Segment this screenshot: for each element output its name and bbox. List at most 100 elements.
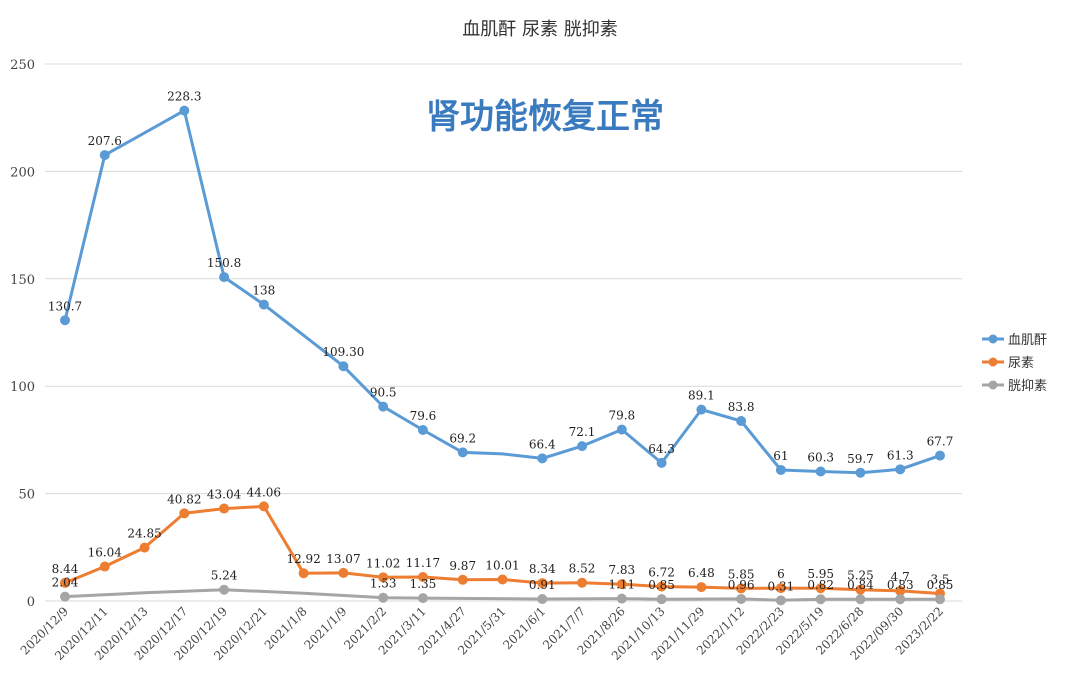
series-2: 2.04 5.24 1.53 1.35 0.91 1.11 0.85 0.96 0.31 0.82… <box>52 569 954 606</box>
data-label: 1.11 <box>608 578 635 592</box>
data-point <box>298 568 309 579</box>
y-tick-label: 0 <box>27 595 35 610</box>
data-label: 16.04 <box>88 546 123 560</box>
legend-entry: 血肌酐 <box>1008 333 1047 348</box>
data-point <box>775 595 786 606</box>
data-label: 79.6 <box>410 409 437 423</box>
data-label: 9.87 <box>449 559 476 573</box>
data-point <box>378 572 389 583</box>
data-label: 5.25 <box>847 569 874 583</box>
series-group: 130.7207.6228.3150.8138109.3090.579.669.… <box>48 90 954 606</box>
data-label: 59.7 <box>847 452 874 466</box>
data-point <box>378 592 389 603</box>
data-point <box>457 574 468 585</box>
data-label: 90.5 <box>370 386 397 400</box>
data-point <box>417 572 428 583</box>
data-point <box>895 594 906 605</box>
data-label: 0.84 <box>847 578 874 592</box>
legend-swatch-marker <box>988 334 998 344</box>
data-point <box>696 582 707 593</box>
data-point <box>537 578 548 589</box>
data-label: 72.1 <box>569 425 596 439</box>
data-label: 207.6 <box>88 134 122 148</box>
data-point <box>577 441 588 452</box>
data-point <box>537 453 548 464</box>
series-0: 130.7 207.6 228.3 150.8 138 109.30 90.5 79.6 69.… <box>48 90 954 478</box>
data-point <box>417 593 428 604</box>
data-point <box>378 401 389 412</box>
y-tick-label: 250 <box>10 58 35 73</box>
y-axis: 0 50 100 150 200 250 <box>10 58 35 610</box>
data-point <box>338 567 349 578</box>
data-point <box>696 404 707 415</box>
data-label: 69.2 <box>449 431 476 445</box>
data-label: 24.85 <box>127 527 161 541</box>
data-label: 8.44 <box>52 562 79 576</box>
data-label: 6.48 <box>688 566 715 580</box>
series-1: 8.44 16.04 24.85 40.82 43.04 44.06 12.92 13.07 1… <box>52 485 950 599</box>
data-point <box>736 583 747 594</box>
data-label: 12.92 <box>286 552 320 566</box>
data-label: 0.85 <box>927 578 954 592</box>
grid <box>45 63 962 602</box>
data-label: 11.02 <box>366 556 400 570</box>
data-label: 150.8 <box>207 256 241 270</box>
data-point <box>616 424 627 435</box>
data-point <box>219 503 230 514</box>
data-label: 5.95 <box>807 567 834 581</box>
data-label: 67.7 <box>927 435 954 449</box>
data-label: 8.34 <box>529 562 556 576</box>
data-label: 1.35 <box>410 577 437 591</box>
data-point <box>417 425 428 436</box>
data-point <box>736 415 747 426</box>
data-point <box>60 577 70 588</box>
data-label: 5.24 <box>211 569 238 583</box>
legend-entry: 尿素 <box>1008 356 1034 371</box>
data-label: 2.04 <box>52 576 79 590</box>
x-axis: 2020/12/92020/12/112020/12/132020/12/172… <box>18 604 946 663</box>
y-tick-label: 100 <box>10 380 35 395</box>
data-point <box>60 591 70 602</box>
data-label: 64.3 <box>648 442 675 456</box>
data-point <box>736 593 747 604</box>
data-label: 10.01 <box>485 558 519 572</box>
data-label: 0.85 <box>648 578 675 592</box>
data-label: 61 <box>773 449 788 463</box>
data-label: 60.3 <box>807 450 834 464</box>
data-point <box>219 584 230 595</box>
data-label: 0.31 <box>768 579 795 593</box>
data-label: 0.96 <box>728 578 755 592</box>
data-point <box>258 501 269 512</box>
data-point <box>656 581 667 592</box>
data-label: 11.17 <box>406 556 440 570</box>
data-label: 1.53 <box>370 577 397 591</box>
data-label: 3.5 <box>930 572 949 586</box>
data-label: 13.07 <box>326 552 360 566</box>
data-label: 0.82 <box>807 578 834 592</box>
data-label: 7.83 <box>608 563 635 577</box>
data-label: 130.7 <box>48 299 82 313</box>
data-label: 0.91 <box>529 578 556 592</box>
data-point <box>855 594 866 605</box>
data-point <box>139 542 150 553</box>
data-point <box>775 583 786 594</box>
data-point <box>99 561 110 572</box>
data-label: 61.3 <box>887 448 914 462</box>
data-label: 43.04 <box>207 488 242 502</box>
data-label: 109.30 <box>322 345 364 359</box>
data-point <box>179 508 190 519</box>
data-point <box>60 315 70 326</box>
data-point <box>537 594 548 605</box>
y-tick-label: 150 <box>10 273 35 288</box>
data-label: 66.4 <box>529 437 556 451</box>
data-label: 44.06 <box>247 485 281 499</box>
data-point <box>656 594 667 605</box>
x-tick-label: 2021/1/9 <box>302 604 350 652</box>
data-point <box>815 594 826 605</box>
data-label: 5.85 <box>728 567 755 581</box>
data-point <box>656 457 667 468</box>
data-point <box>258 299 269 310</box>
data-label: 138 <box>252 284 275 298</box>
